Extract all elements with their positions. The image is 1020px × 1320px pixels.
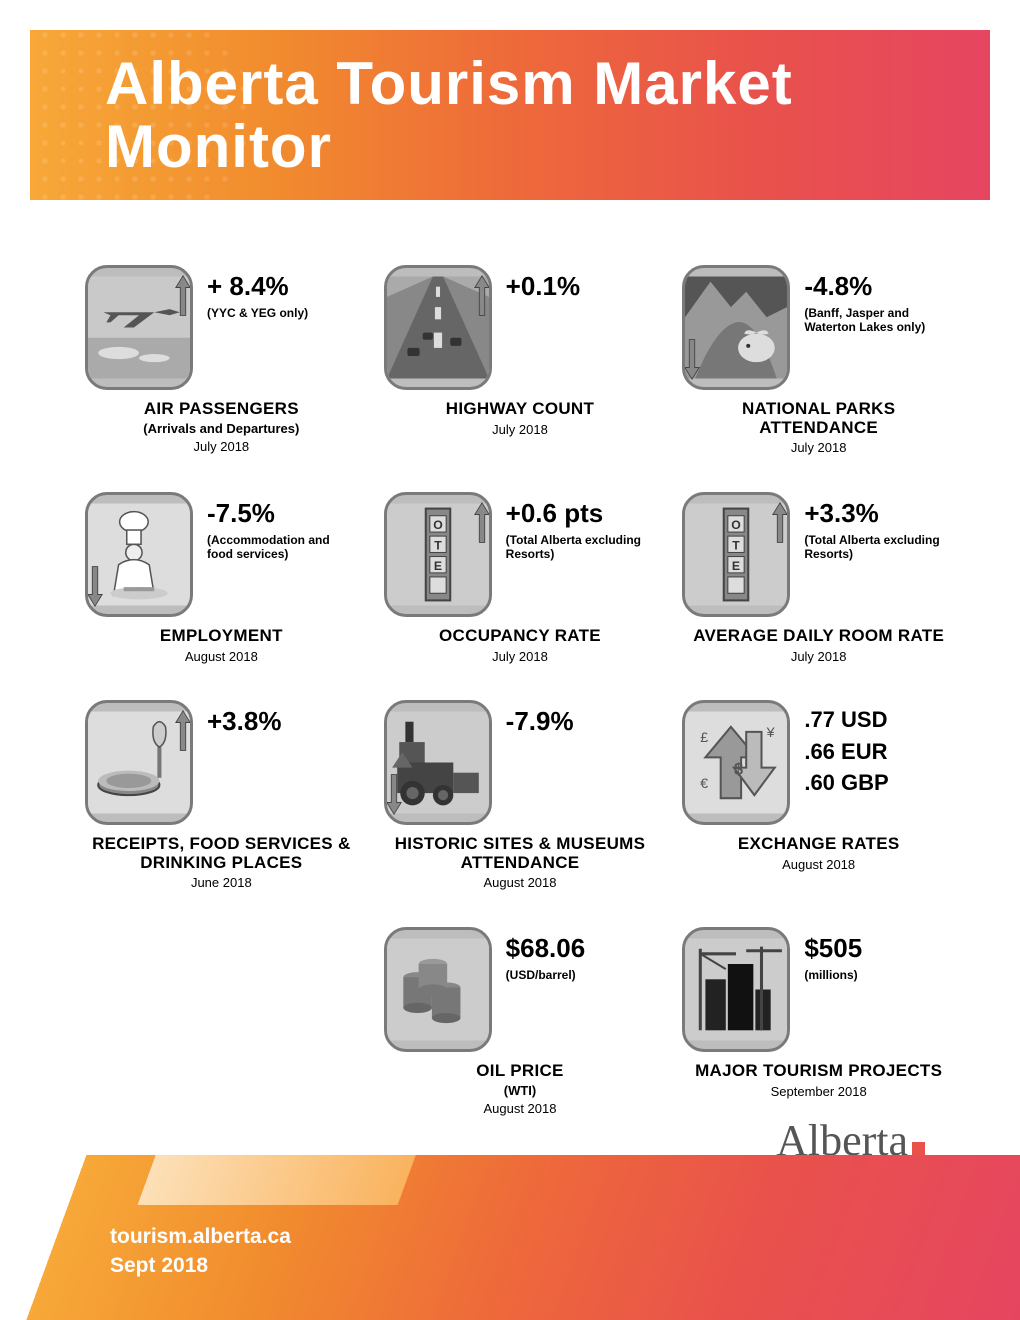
- historic-icon: [384, 700, 492, 825]
- footer-url: tourism.alberta.ca: [110, 1223, 291, 1251]
- metric-note: (Total Alberta excluding Resorts): [804, 533, 955, 561]
- metric-value: +3.3%: [804, 498, 955, 529]
- roomrate-icon: OTE: [682, 492, 790, 617]
- arrow-up-icon: [473, 501, 491, 546]
- metric-title: AVERAGE DAILY ROOM RATE: [693, 627, 944, 646]
- metric-historic: -7.9% HISTORIC SITES & MUSEUMS ATTENDANCE…: [384, 700, 657, 895]
- metric-oil: $68.06 (USD/barrel) OIL PRICE (WTI) August 2…: [384, 927, 657, 1120]
- metric-title: OIL PRICE: [476, 1062, 563, 1081]
- footer-text: tourism.alberta.ca Sept 2018: [110, 1223, 291, 1280]
- metric-occupancy: OTE +0.6 pts (Total Alberta excluding Reso…: [384, 492, 657, 668]
- metric-note: (Banff, Jasper and Waterton Lakes only): [804, 306, 955, 334]
- metric-value: $68.06: [506, 933, 586, 964]
- page-title: Alberta Tourism Market Monitor: [105, 52, 990, 178]
- metric-projects: $505 (millions) MAJOR TOURISM PROJECTS Sept…: [682, 927, 955, 1120]
- metric-date: August 2018: [738, 857, 900, 872]
- metric-value: -7.5%: [207, 498, 358, 529]
- metric-title: MAJOR TOURISM PROJECTS: [695, 1062, 942, 1081]
- metric-exchange: £ ¥ € $ .77 USD .66 EUR .60 GBP EXCHANGE RATES A…: [682, 700, 955, 895]
- metric-title: EMPLOYMENT: [160, 627, 283, 646]
- highway-icon: [384, 265, 492, 390]
- metric-value: +0.1%: [506, 271, 580, 302]
- projects-icon: [682, 927, 790, 1052]
- svg-text:¥: ¥: [766, 725, 775, 741]
- receipts-icon: [85, 700, 193, 825]
- arrow-down-icon: [683, 336, 701, 381]
- metric-note: (Accommodation and food services): [207, 533, 358, 561]
- arrow-down-icon: [385, 771, 403, 816]
- metric-value: + 8.4%: [207, 271, 308, 302]
- employment-icon: [85, 492, 193, 617]
- metric-parks: -4.8% (Banff, Jasper and Waterton Lakes o…: [682, 265, 955, 460]
- metric-subtitle: (Arrivals and Departures): [143, 421, 299, 436]
- metric-value: -7.9%: [506, 706, 574, 737]
- metric-date: September 2018: [695, 1084, 942, 1099]
- metric-value: .60 GBP: [804, 769, 888, 797]
- metric-title: HISTORIC SITES & MUSEUMS ATTENDANCE: [384, 835, 657, 872]
- metric-note: (YYC & YEG only): [207, 306, 308, 320]
- metric-date: August 2018: [384, 875, 657, 890]
- metric-subtitle: (WTI): [476, 1083, 563, 1098]
- metric-title: EXCHANGE RATES: [738, 835, 900, 854]
- metrics-grid: + 8.4% (YYC & YEG only) AIR PASSENGERS (Arr…: [85, 265, 955, 1120]
- footer-band: tourism.alberta.ca Sept 2018: [0, 1155, 1020, 1320]
- metric-date: July 2018: [439, 649, 601, 664]
- arrow-up-icon: [771, 501, 789, 546]
- svg-text:£: £: [701, 730, 709, 746]
- metric-date: August 2018: [160, 649, 283, 664]
- metric-roomrate: OTE +3.3% (Total Alberta excluding Resorts…: [682, 492, 955, 668]
- parks-icon: [682, 265, 790, 390]
- air-icon: [85, 265, 193, 390]
- metric-highway: +0.1% HIGHWAY COUNT July 2018: [384, 265, 657, 460]
- svg-text:€: €: [701, 776, 709, 792]
- metric-value: +0.6 pts: [506, 498, 657, 529]
- svg-text:O: O: [433, 518, 443, 532]
- arrow-up-icon: [174, 709, 192, 754]
- metric-note: (millions): [804, 968, 862, 982]
- metric-title: NATIONAL PARKS ATTENDANCE: [682, 400, 955, 437]
- svg-text:E: E: [732, 559, 740, 573]
- occupancy-icon: OTE: [384, 492, 492, 617]
- metric-air: + 8.4% (YYC & YEG only) AIR PASSENGERS (Arr…: [85, 265, 358, 460]
- metric-value: .77 USD: [804, 706, 888, 734]
- svg-text:T: T: [434, 538, 442, 552]
- header-band: Alberta Tourism Market Monitor: [30, 30, 990, 200]
- arrow-up-icon: [473, 274, 491, 319]
- metric-value: .66 EUR: [804, 738, 888, 766]
- exchange-icon: £ ¥ € $: [682, 700, 790, 825]
- metric-note: (USD/barrel): [506, 968, 586, 982]
- metric-date: August 2018: [476, 1101, 563, 1116]
- metric-date: July 2018: [446, 422, 594, 437]
- metric-title: RECEIPTS, FOOD SERVICES & DRINKING PLACE…: [85, 835, 358, 872]
- metric-date: July 2018: [682, 440, 955, 455]
- svg-text:T: T: [733, 538, 741, 552]
- metric-date: June 2018: [85, 875, 358, 890]
- metric-title: OCCUPANCY RATE: [439, 627, 601, 646]
- metric-employment: -7.5% (Accommodation and food services) EM…: [85, 492, 358, 668]
- svg-text:O: O: [732, 518, 742, 532]
- logo-square-icon: [912, 1142, 925, 1155]
- footer-date: Sept 2018: [110, 1252, 291, 1280]
- arrow-down-icon: [86, 563, 104, 608]
- svg-text:E: E: [434, 559, 442, 573]
- metric-date: July 2018: [143, 439, 299, 454]
- arrow-up-icon: [174, 274, 192, 319]
- metric-receipts: +3.8% RECEIPTS, FOOD SERVICES & DRINKING …: [85, 700, 358, 895]
- oil-icon: [384, 927, 492, 1052]
- metric-date: July 2018: [693, 649, 944, 664]
- metric-title: HIGHWAY COUNT: [446, 400, 594, 419]
- metric-value: +3.8%: [207, 706, 281, 737]
- svg-text:$: $: [734, 761, 743, 779]
- metric-note: (Total Alberta excluding Resorts): [506, 533, 657, 561]
- metric-title: AIR PASSENGERS: [143, 400, 299, 419]
- metric-value: -4.8%: [804, 271, 955, 302]
- metric-value: $505: [804, 933, 862, 964]
